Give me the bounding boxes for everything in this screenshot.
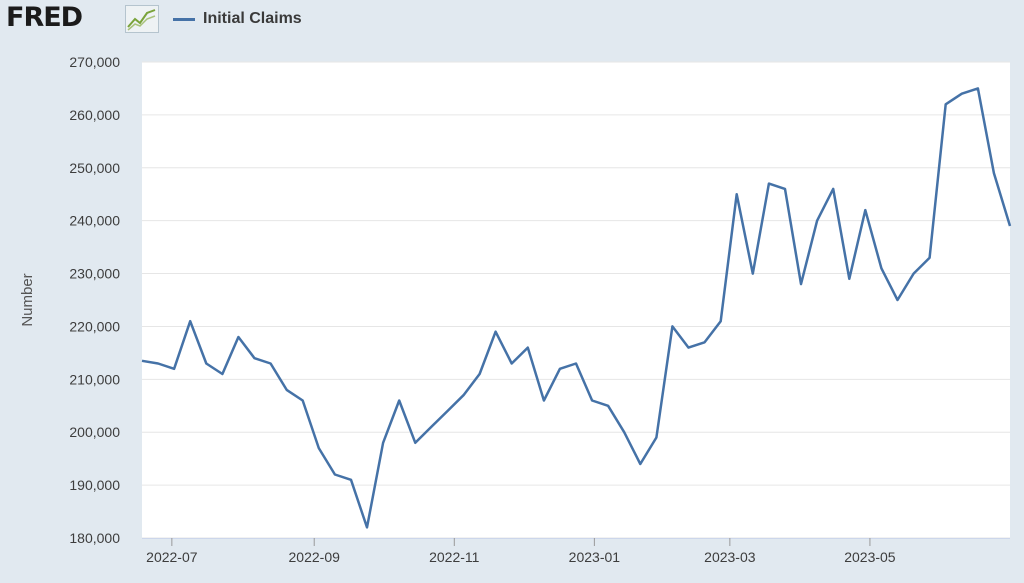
series-line-initial-claims[interactable] [141,87,1012,529]
line-chart-icon [125,5,159,33]
y-tick-label: 220,000 [69,318,120,334]
x-tick-label: 2022-09 [289,549,341,565]
y-tick-label: 250,000 [69,160,120,176]
y-tick-label: 180,000 [69,530,120,546]
y-axis-tick-labels: 180,000 190,000 200,000 210,000 220,000 230,0… [69,54,120,546]
legend-swatch [173,18,195,21]
x-tick-label: 2022-11 [429,549,480,565]
x-axis: 2022-07 2022-09 2022-11 2023-01 2023-03 2023-… [142,538,1010,565]
gridlines [142,61,1010,539]
y-tick-label: 190,000 [69,477,120,493]
x-tick-label: 2023-03 [704,549,756,565]
x-tick-label: 2022-07 [146,549,198,565]
y-tick-label: 230,000 [69,266,120,282]
y-tick-label: 260,000 [69,107,120,123]
y-tick-label: 210,000 [69,371,120,387]
y-tick-label: 270,000 [69,54,120,70]
y-tick-label: 240,000 [69,213,120,229]
x-tick-label: 2023-01 [569,549,621,565]
plot-area [142,62,1010,538]
legend-label: Initial Claims [203,10,302,27]
y-axis-title: Number [19,273,36,326]
series-group [141,87,1012,529]
fred-logo[interactable]: FRED [6,2,83,33]
y-tick-label: 200,000 [69,424,120,440]
x-tick-label: 2023-05 [844,549,896,565]
chart-header: FRED Initial Claims [0,0,1024,40]
